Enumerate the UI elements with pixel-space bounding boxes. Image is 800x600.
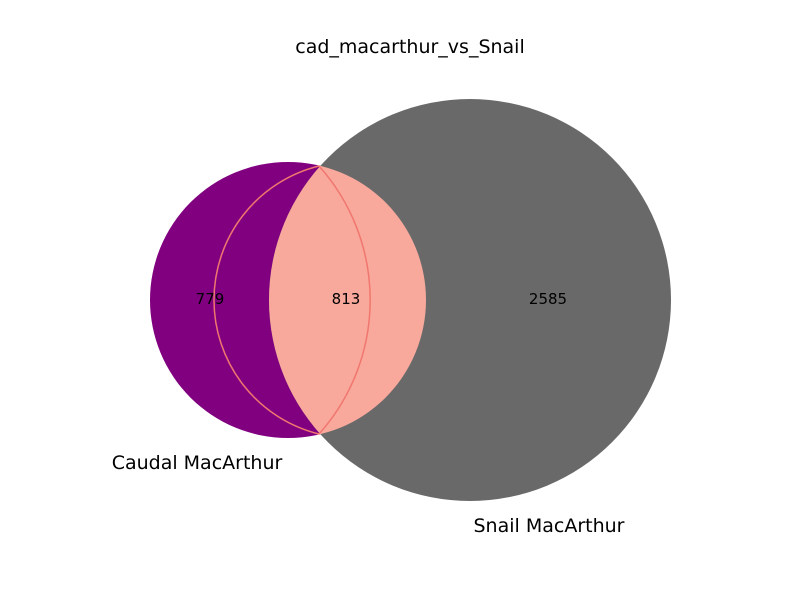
set-a-only-count: 779 xyxy=(196,290,225,308)
set-a-label: Caudal MacArthur xyxy=(112,452,283,474)
intersection-count: 813 xyxy=(332,290,361,308)
intersection-region xyxy=(213,162,426,438)
set-b-label: Snail MacArthur xyxy=(474,515,625,537)
chart-title: cad_macarthur_vs_Snail xyxy=(295,36,525,58)
set-b-only-count: 2585 xyxy=(529,290,567,308)
